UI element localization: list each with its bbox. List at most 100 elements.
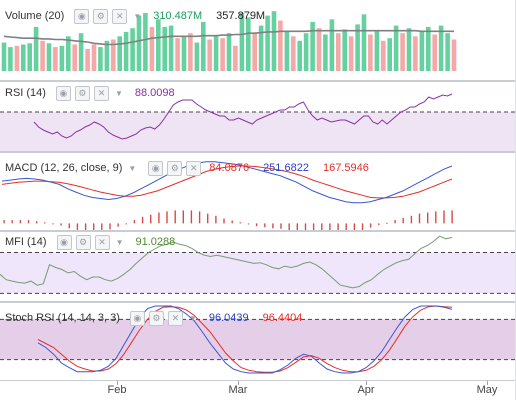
volume-bar xyxy=(207,39,212,71)
caret-down-icon[interactable]: ▼ xyxy=(133,11,142,21)
volume-bar xyxy=(342,29,347,71)
volume-bar xyxy=(143,13,148,71)
volume-bar xyxy=(271,11,277,71)
close-icon[interactable]: ✕ xyxy=(112,8,128,24)
gear-icon[interactable]: ⚙ xyxy=(167,160,183,176)
macd-histogram-bar xyxy=(239,222,241,224)
macd-histogram-bar xyxy=(345,223,347,230)
axis-tick xyxy=(238,381,239,385)
stoch-rsi-title: Stoch RSI (14, 14, 3, 3) xyxy=(5,312,120,324)
macd-histogram-bar xyxy=(44,222,46,224)
volume-bar xyxy=(226,33,232,71)
caret-down-icon[interactable]: ▼ xyxy=(114,88,123,98)
stoch-d-value: 96.4404 xyxy=(262,312,303,324)
volume-bar xyxy=(406,28,412,71)
close-icon[interactable]: ✕ xyxy=(94,234,110,250)
macd-histogram-bar xyxy=(264,223,266,228)
volume-ma-value: 357.879M xyxy=(216,10,266,22)
volume-bar xyxy=(355,24,360,71)
macd-hist-value: 84.0876 xyxy=(209,162,250,174)
mfi-title: MFI (14) xyxy=(5,236,47,248)
macd-histogram-bar xyxy=(435,211,437,224)
macd-chart xyxy=(1,161,453,230)
volume-bar xyxy=(194,42,200,71)
eye-icon[interactable]: ◉ xyxy=(55,85,71,101)
volume-bar xyxy=(303,33,309,71)
volume-bar xyxy=(27,43,32,71)
caret-down-icon[interactable]: ▼ xyxy=(128,163,137,173)
eye-icon[interactable]: ◉ xyxy=(74,8,90,24)
stoch-rsi-pane[interactable]: Stoch RSI (14, 14, 3, 3) ◉ ⚙ ✕ ▼ 96.0439… xyxy=(0,303,516,380)
gear-icon[interactable]: ⚙ xyxy=(75,234,91,250)
pane-separator[interactable] xyxy=(0,80,516,82)
macd-histogram-bar xyxy=(36,221,38,224)
close-icon[interactable]: ✕ xyxy=(167,310,183,326)
volume-bar xyxy=(381,40,386,71)
caret-down-icon[interactable]: ▼ xyxy=(115,237,124,247)
macd-histogram-bar xyxy=(101,223,103,230)
gear-icon[interactable]: ⚙ xyxy=(148,310,164,326)
macd-histogram-bar xyxy=(3,220,5,224)
rsi-band xyxy=(0,112,516,151)
volume-bar xyxy=(432,34,437,71)
volume-bar xyxy=(400,33,405,71)
volume-bar xyxy=(104,40,110,71)
macd-histogram-bar xyxy=(410,215,413,224)
close-icon[interactable]: ✕ xyxy=(93,85,109,101)
volume-bar xyxy=(188,33,193,71)
gear-icon[interactable]: ⚙ xyxy=(74,85,90,101)
volume-bar xyxy=(265,15,270,72)
eye-icon[interactable]: ◉ xyxy=(148,160,164,176)
rsi-pane[interactable]: RSI (14) ◉ ⚙ ✕ ▼ 88.0098 xyxy=(0,82,516,151)
volume-bar xyxy=(72,44,77,71)
volume-bar xyxy=(426,26,431,71)
eye-icon[interactable]: ◉ xyxy=(56,234,72,250)
volume-bar xyxy=(252,33,257,71)
volume-bar xyxy=(258,25,264,72)
macd-histogram-bar xyxy=(207,213,209,224)
macd-histogram-bar xyxy=(386,222,388,224)
volume-ma-line xyxy=(3,29,454,46)
volume-pane[interactable]: Volume (20) ◉ ⚙ ✕ ▼ 310.487M 357.879M xyxy=(0,0,516,80)
time-axis[interactable]: Feb Mar Apr May xyxy=(0,380,516,401)
mfi-pane[interactable]: MFI (14) ◉ ⚙ ✕ ▼ 91.0288 xyxy=(0,232,516,301)
macd-histogram-bar xyxy=(288,223,290,230)
macd-histogram-bar xyxy=(247,223,250,225)
macd-histogram-bar xyxy=(443,210,445,224)
macd-histogram-bar xyxy=(402,217,404,224)
volume-bar xyxy=(239,13,245,71)
macd-histogram-bar xyxy=(109,223,111,230)
volume-bar xyxy=(46,43,52,71)
volume-bar xyxy=(136,15,142,72)
macd-histogram-bar xyxy=(19,220,22,224)
pane-separator[interactable] xyxy=(0,230,516,232)
macd-histogram-bar xyxy=(304,223,307,230)
mfi-legend: MFI (14) ◉ ⚙ ✕ ▼ 91.0288 xyxy=(5,234,185,250)
macd-histogram-bar xyxy=(215,215,217,224)
volume-bar xyxy=(413,36,418,71)
volume-value: 310.487M xyxy=(153,10,203,22)
volume-bar xyxy=(348,36,354,71)
eye-icon[interactable]: ◉ xyxy=(129,310,145,326)
pane-separator[interactable] xyxy=(0,301,516,303)
close-icon[interactable]: ✕ xyxy=(186,160,202,176)
volume-bar xyxy=(438,25,444,72)
macd-histogram-bar xyxy=(231,220,233,224)
axis-tick xyxy=(487,381,488,385)
pane-separator[interactable] xyxy=(0,151,516,153)
volume-bar xyxy=(123,31,129,71)
caret-down-icon[interactable]: ▼ xyxy=(188,313,197,323)
gear-icon[interactable]: ⚙ xyxy=(93,8,109,24)
volume-bar xyxy=(162,26,167,71)
macd-histogram-bar xyxy=(190,210,193,224)
rsi-value: 88.0098 xyxy=(134,87,175,99)
rsi-chart xyxy=(0,93,516,151)
volume-bar xyxy=(393,25,399,72)
macd-pane[interactable]: MACD (12, 26, close, 9) ▼ ◉ ⚙ ✕ 84.0876 … xyxy=(0,153,516,230)
macd-line xyxy=(1,161,453,204)
axis-label-feb: Feb xyxy=(107,384,127,396)
volume-bar xyxy=(220,38,225,71)
volume-legend: Volume (20) ◉ ⚙ ✕ ▼ 310.487M 357.879M xyxy=(5,8,275,24)
volume-bar xyxy=(85,49,90,71)
volume-bar xyxy=(316,28,322,71)
